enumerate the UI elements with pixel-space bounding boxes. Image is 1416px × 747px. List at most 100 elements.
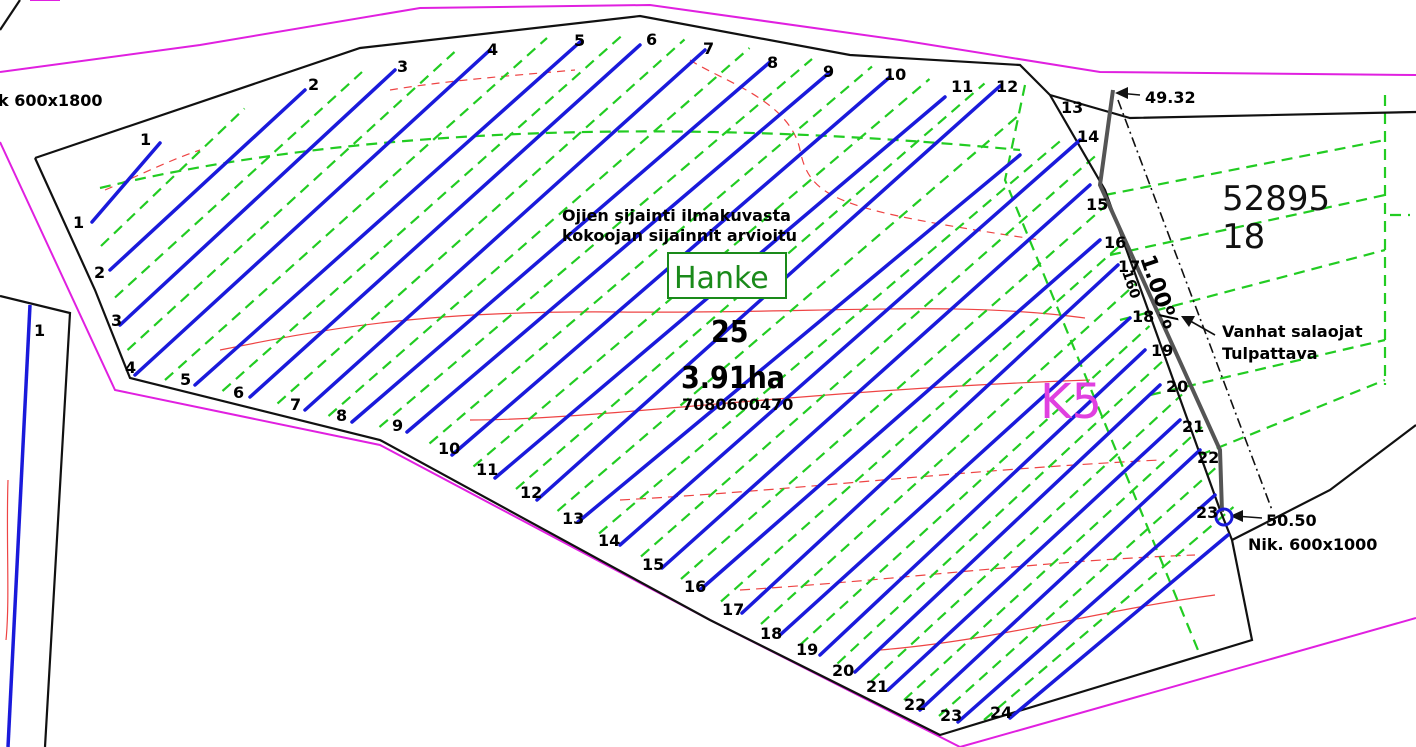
project-area: 3.91ha — [681, 361, 785, 396]
drain-number-bottom: 23 — [940, 706, 962, 725]
drain-number-top: 3 — [397, 57, 408, 76]
contour-line — [689, 59, 1041, 241]
drain-number-bottom: 24 — [990, 703, 1012, 722]
drain-line — [248, 43, 642, 399]
road-line-north — [1049, 93, 1416, 120]
planned-drain-line — [836, 358, 1166, 665]
dimension-line — [1117, 99, 1273, 511]
drain-number-top: 8 — [767, 53, 778, 72]
left-corner-line — [0, 0, 21, 31]
planned-drain-line — [378, 58, 813, 428]
drain-number-bottom: 3 — [111, 311, 122, 330]
outlet-well-label: Nik. 600x1000 — [1248, 535, 1377, 554]
left-parcel-drain — [6, 304, 32, 747]
contour-line — [879, 594, 1216, 651]
planned-drain-line — [100, 107, 246, 247]
planned-drain-line — [164, 37, 548, 381]
drain-number-bottom: 8 — [336, 406, 347, 425]
drain-number-bottom: 13 — [562, 509, 584, 528]
drain-number-top: 7 — [703, 39, 714, 58]
outlet-elevation: 50.50 — [1266, 511, 1317, 530]
drain-number-top: 6 — [646, 30, 657, 49]
parcel-subnumber: 18 — [1222, 217, 1265, 257]
drain-line — [90, 141, 162, 224]
planned-drain-line — [799, 325, 1151, 646]
main-collector-line — [1097, 89, 1224, 513]
drain-number-top: 11 — [951, 77, 973, 96]
neighbor-drain — [1119, 248, 1386, 322]
drain-number-top: 22 — [1197, 448, 1219, 467]
old-drains-line-2: Tulpattava — [1222, 344, 1318, 363]
drain-line — [660, 183, 1092, 570]
drain-number-bottom: 19 — [796, 640, 818, 659]
drain-number-bottom: 15 — [642, 555, 664, 574]
drain-line — [303, 48, 707, 412]
neighbor-drain — [1104, 138, 1386, 197]
planned-drain-line — [327, 47, 751, 417]
leader-lines — [1115, 87, 1263, 522]
zone-label: K5 — [1040, 374, 1102, 430]
drain-number-top: 23 — [1196, 503, 1218, 522]
drain-number-bottom: 22 — [904, 695, 926, 714]
drain-number-bottom: 17 — [722, 600, 744, 619]
inlet-arrow — [1115, 87, 1128, 99]
drain-line — [618, 138, 1082, 547]
drain-number-top: 19 — [1151, 341, 1173, 360]
drain-number-top: 18 — [1132, 307, 1154, 326]
drain-number-top: 20 — [1166, 377, 1188, 396]
drain-line — [918, 448, 1202, 712]
drain-line — [956, 493, 1217, 724]
outlet-well-symbol — [1214, 507, 1234, 527]
road-line-south — [1231, 424, 1416, 541]
property-line-south — [0, 141, 1416, 747]
drain-number-top: 4 — [487, 40, 498, 59]
drain-number-bottom: 21 — [866, 677, 888, 696]
planned-drain-line — [472, 78, 931, 468]
drain-number-top: 15 — [1086, 195, 1108, 214]
old-drains-line-1: Vanhat salaojat — [1222, 322, 1363, 341]
drain-number-top: 13 — [1061, 98, 1083, 117]
drain-number-bottom: 14 — [598, 531, 620, 550]
drain-number-bottom: 16 — [684, 577, 706, 596]
drain-number-top: 12 — [996, 77, 1018, 96]
drain-number-bottom: 11 — [476, 460, 498, 479]
planned-drain-line — [276, 38, 686, 405]
drain-number-bottom: 10 — [438, 439, 460, 458]
drain-number-top: 17 — [1118, 257, 1140, 276]
drain-number-top: 2 — [308, 75, 319, 94]
note-line-2: kokoojan sijainnit arvioitu — [562, 226, 797, 245]
property-line-north — [0, 3, 1416, 76]
parcel-number: 52895 — [1222, 179, 1330, 219]
planned-drain-line — [556, 111, 1023, 512]
drain-line — [118, 68, 397, 327]
drain-line — [853, 383, 1162, 674]
drain-line — [818, 348, 1147, 657]
left-parcel-outline — [0, 294, 72, 747]
drain-number-top: 5 — [574, 31, 585, 50]
project-number: 25 — [711, 315, 749, 350]
drain-number-top: 16 — [1104, 233, 1126, 252]
drain-line — [698, 238, 1102, 592]
planned-drain-line — [938, 463, 1221, 717]
planned-drain-line — [870, 393, 1183, 682]
contour-line — [619, 459, 1161, 501]
drain-line — [350, 60, 772, 424]
collector-diagonal — [1003, 84, 1202, 656]
project-code: 7080600470 — [682, 395, 793, 414]
drain-number-bottom: 20 — [832, 661, 854, 680]
inlet-elevation: 49.32 — [1145, 88, 1196, 107]
old-drains-arrow — [1181, 316, 1195, 327]
left-drain-number: 1 — [34, 321, 45, 340]
planned-drain-line — [598, 138, 1063, 535]
drain-number-bottom: 4 — [125, 358, 136, 377]
drain-number-top: 14 — [1077, 127, 1099, 146]
hanke-label: Hanke — [674, 261, 769, 296]
neighbor-drain — [1199, 378, 1386, 457]
drain-line — [778, 316, 1132, 637]
drain-number-bottom: 9 — [392, 416, 403, 435]
drain-line — [133, 48, 492, 377]
collector-curve — [99, 130, 1021, 190]
